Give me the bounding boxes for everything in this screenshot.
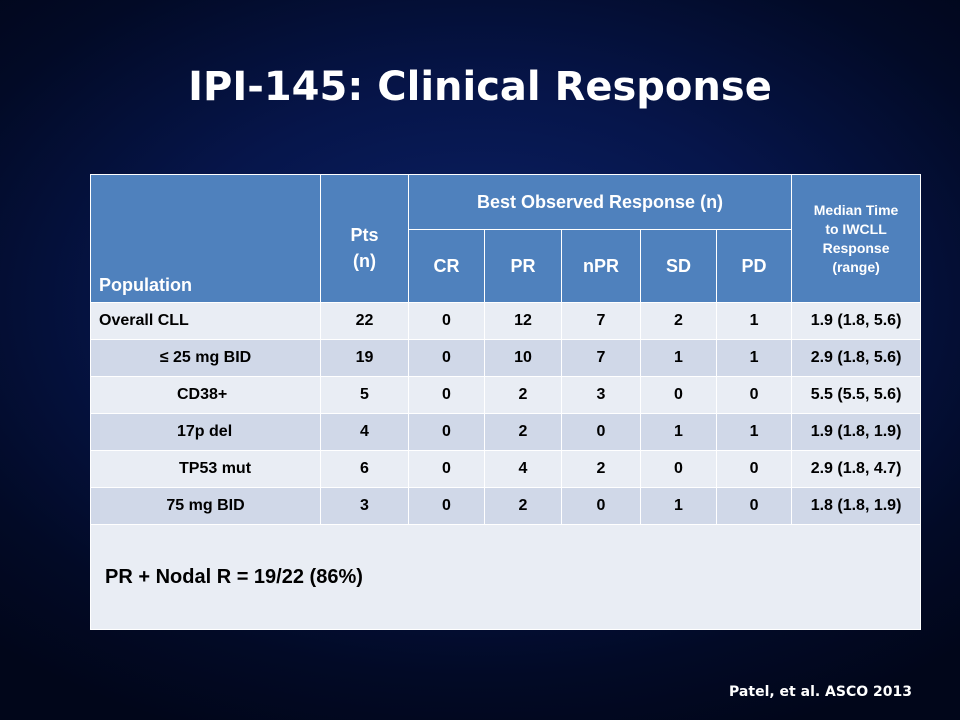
cr-cell: 0 [408,376,485,414]
median-cell: 1.9 (1.8, 5.6) [791,302,922,340]
pd-cell: 0 [715,487,793,525]
pr-cell: 2 [484,487,562,525]
population-cell: ≤ 25 mg BID [90,339,321,377]
cr-cell: 0 [408,450,485,488]
cr-cell: 0 [408,413,485,451]
population-cell: Overall CLL [90,302,321,340]
pd-cell: 1 [715,302,793,340]
slide-title: IPI-145: Clinical Response [188,64,772,110]
pts-cell: 6 [320,450,409,488]
table-row: TP53 mut 6 0 4 2 0 0 2.9 (1.8, 4.7) [90,450,922,488]
npr-cell: 0 [561,487,641,525]
summary-text: PR + Nodal R = 19/22 (86%) [89,524,922,630]
npr-cell: 7 [561,302,641,340]
pts-header: Pts (n) [320,174,409,303]
median-time-header: Median Time to IWCLL Response (range) [791,174,922,303]
sd-cell: 1 [640,413,717,451]
pts-cell: 22 [320,302,409,340]
population-cell: TP53 mut [90,450,321,488]
table-row: CD38+ 5 0 2 3 0 0 5.5 (5.5, 5.6) [90,376,922,414]
table-row: ≤ 25 mg BID 19 0 10 7 1 1 2.9 (1.8, 5.6) [90,339,922,377]
table-row: 17p del 4 0 2 0 1 1 1.9 (1.8, 1.9) [90,413,922,451]
table-row: Overall CLL 22 0 12 7 2 1 1.9 (1.8, 5.6) [90,302,922,340]
pd-cell: 0 [715,450,793,488]
npr-cell: 7 [561,339,641,377]
pr-cell: 2 [484,413,562,451]
pts-cell: 3 [320,487,409,525]
population-cell: CD38+ [90,376,321,414]
median-cell: 5.5 (5.5, 5.6) [791,376,922,414]
sd-cell: 0 [640,376,717,414]
table-row: 75 mg BID 3 0 2 0 1 0 1.8 (1.8, 1.9) [90,487,922,525]
summary-row: PR + Nodal R = 19/22 (86%) [89,524,922,630]
median-cell: 1.8 (1.8, 1.9) [791,487,922,525]
clinical-response-table: Population Pts (n) Best Observed Respons… [89,174,922,630]
population-cell: 17p del [90,413,321,451]
pts-cell: 5 [320,376,409,414]
best-response-header: Best Observed Response (n) [407,174,793,230]
npr-cell: 3 [561,376,641,414]
pd-cell: 1 [715,413,793,451]
pts-cell: 4 [320,413,409,451]
pr-header: PR [484,229,562,303]
sd-cell: 1 [640,339,717,377]
pr-cell: 4 [484,450,562,488]
sd-cell: 0 [640,450,717,488]
npr-cell: 0 [561,413,641,451]
population-header: Population [90,174,321,303]
pts-cell: 19 [320,339,409,377]
npr-cell: 2 [561,450,641,488]
pr-cell: 12 [484,302,562,340]
sd-cell: 2 [640,302,717,340]
pr-cell: 10 [484,339,562,377]
sd-header: SD [640,229,717,303]
pr-cell: 2 [484,376,562,414]
cr-cell: 0 [408,302,485,340]
npr-header: nPR [561,229,641,303]
pd-header: PD [715,229,793,303]
cr-cell: 0 [408,487,485,525]
median-cell: 2.9 (1.8, 5.6) [791,339,922,377]
cr-cell: 0 [408,339,485,377]
population-cell: 75 mg BID [90,487,321,525]
cr-header: CR [408,229,485,303]
pd-cell: 0 [715,376,793,414]
median-cell: 2.9 (1.8, 4.7) [791,450,922,488]
median-cell: 1.9 (1.8, 1.9) [791,413,922,451]
pd-cell: 1 [715,339,793,377]
sd-cell: 1 [640,487,717,525]
citation: Patel, et al. ASCO 2013 [729,684,912,700]
